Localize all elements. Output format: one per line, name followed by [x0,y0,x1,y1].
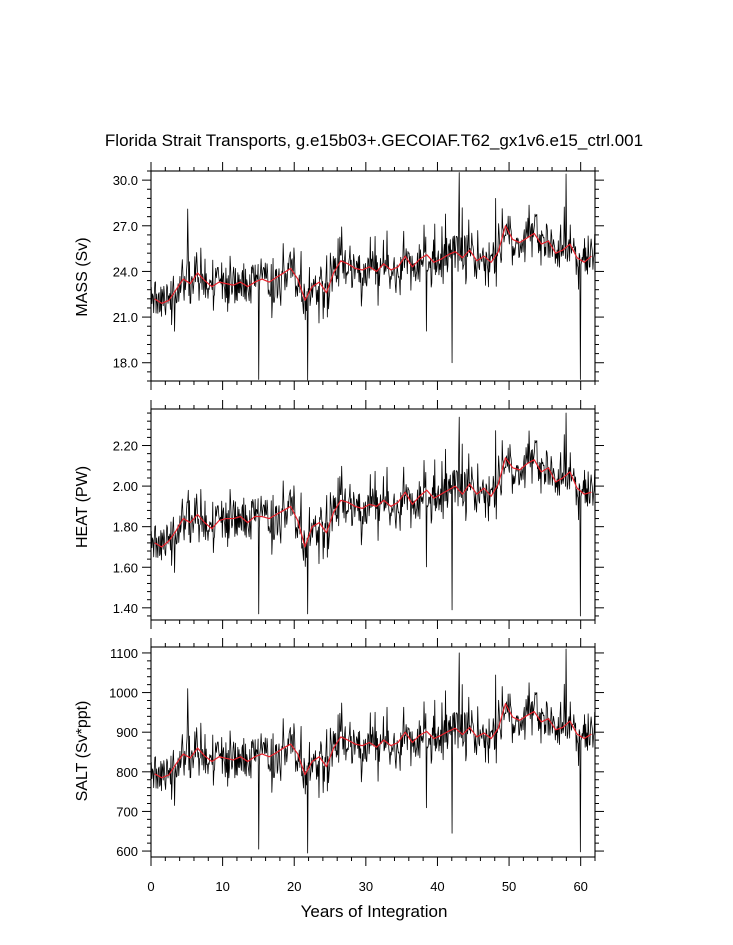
salt-y-tick-label: 1000 [109,686,138,701]
heat-y-tick-label: 1.60 [113,560,138,575]
heat-y-tick-label: 1.40 [113,601,138,616]
chart-title: Florida Strait Transports, g.e15b03+.GEC… [105,131,643,150]
mass-y-tick-label: 24.0 [113,264,138,279]
salt-y-tick-label: 600 [116,844,138,859]
heat-panel: 1.40 1.60 1.80 2.00 2.20 [113,400,604,629]
x-tick-label: 30 [359,879,373,894]
mass-annual-mean-line [154,225,592,304]
heat-y-axis-label: HEAT (PW) [74,466,91,548]
mass-panel: 18.0 21.0 24.0 27.0 30.0 [113,162,604,390]
mass-y-tick-label: 21.0 [113,310,138,325]
x-tick-label: 20 [287,879,301,894]
heat-monthly-line [150,412,596,617]
x-tick-label: 60 [573,879,587,894]
heat-y-tick-label: 2.20 [113,439,138,454]
salt-annual-mean-line [154,703,592,779]
mass-monthly-line [150,172,596,381]
salt-panel: 600 700 800 900 1000 1100 [109,638,604,866]
mass-y-tick-label: 18.0 [113,356,138,371]
mass-y-tick-label: 30.0 [113,173,138,188]
salt-y-tick-label: 900 [116,725,138,740]
salt-plot-frame [150,646,596,858]
salt-y-tick-label: 1100 [110,646,138,661]
x-tick-label: 40 [430,879,444,894]
x-tick-label: 50 [502,879,516,894]
heat-y-tick-label: 2.00 [113,479,138,494]
salt-monthly-line [150,648,596,854]
heat-y-tick-label: 1.80 [113,520,138,535]
heat-plot-frame [150,408,596,621]
x-tick-labels: 0 10 20 30 40 50 60 [147,879,588,894]
salt-y-tick-label: 800 [116,765,138,780]
salt-y-tick-label: 700 [116,804,138,819]
x-tick-label: 10 [215,879,229,894]
x-axis-label: Years of Integration [301,902,448,921]
x-tick-label: 0 [147,879,154,894]
mass-plot-frame [150,170,596,382]
mass-y-tick-label: 27.0 [113,219,138,234]
mass-y-axis-label: MASS (Sv) [74,237,91,316]
heat-annual-mean-line [154,457,592,548]
salt-y-axis-label: SALT (Sv*ppt) [74,701,91,802]
